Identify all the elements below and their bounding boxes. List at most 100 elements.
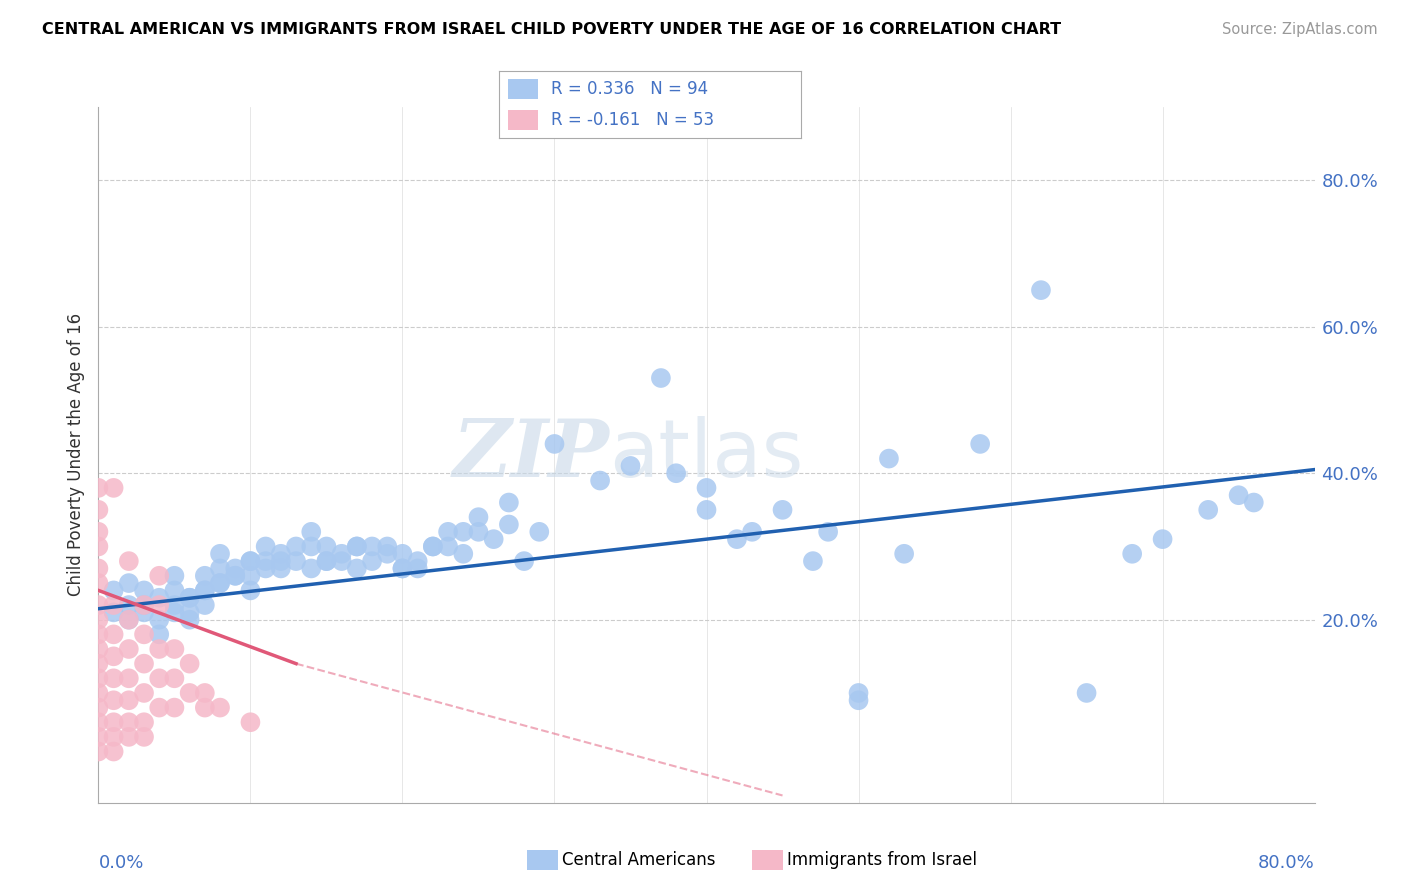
Point — [179, 686, 201, 700]
Point — [346, 561, 368, 575]
Point — [1152, 532, 1174, 546]
Text: Central Americans: Central Americans — [562, 851, 716, 869]
Point — [209, 547, 232, 561]
Point — [132, 657, 155, 671]
Point — [467, 524, 489, 539]
Point — [194, 686, 217, 700]
Point — [361, 554, 384, 568]
Point — [103, 715, 125, 730]
Point — [103, 481, 125, 495]
Point — [148, 613, 170, 627]
Point — [87, 503, 110, 517]
Point — [391, 561, 413, 575]
Point — [148, 700, 170, 714]
Point — [315, 540, 337, 554]
Point — [498, 517, 520, 532]
Point — [877, 451, 900, 466]
Point — [589, 474, 612, 488]
Point — [163, 642, 186, 657]
Point — [163, 583, 186, 598]
Point — [148, 591, 170, 605]
Point — [239, 554, 262, 568]
Point — [772, 503, 794, 517]
Point — [132, 627, 155, 641]
Point — [696, 481, 718, 495]
Point — [1243, 495, 1265, 509]
Point — [482, 532, 505, 546]
Point — [103, 606, 125, 620]
Point — [453, 524, 475, 539]
Point — [194, 583, 217, 598]
Text: R = 0.336   N = 94: R = 0.336 N = 94 — [551, 80, 707, 98]
Point — [87, 613, 110, 627]
Text: R = -0.161   N = 53: R = -0.161 N = 53 — [551, 112, 714, 129]
Bar — [508, 111, 538, 130]
Point — [239, 568, 262, 582]
Point — [239, 554, 262, 568]
Point — [87, 730, 110, 744]
Point — [163, 671, 186, 685]
Point — [1197, 503, 1219, 517]
Point — [118, 554, 141, 568]
Point — [254, 554, 277, 568]
Point — [453, 547, 475, 561]
Point — [179, 613, 201, 627]
Point — [132, 730, 155, 744]
Point — [132, 606, 155, 620]
Point — [330, 554, 353, 568]
Point — [543, 437, 565, 451]
Point — [285, 554, 308, 568]
Point — [1076, 686, 1098, 700]
Point — [437, 524, 460, 539]
Point — [148, 568, 170, 582]
Point — [224, 568, 246, 582]
Point — [118, 642, 141, 657]
Point — [132, 583, 155, 598]
Point — [239, 583, 262, 598]
Point — [103, 693, 125, 707]
Text: 80.0%: 80.0% — [1258, 854, 1315, 872]
Point — [299, 524, 322, 539]
Point — [163, 606, 186, 620]
Bar — [508, 79, 538, 99]
Point — [848, 686, 870, 700]
Point — [254, 540, 277, 554]
Point — [87, 671, 110, 685]
Text: CENTRAL AMERICAN VS IMMIGRANTS FROM ISRAEL CHILD POVERTY UNDER THE AGE OF 16 COR: CENTRAL AMERICAN VS IMMIGRANTS FROM ISRA… — [42, 22, 1062, 37]
Point — [118, 693, 141, 707]
Point — [498, 495, 520, 509]
Point — [209, 700, 232, 714]
Point — [148, 598, 170, 612]
Point — [406, 554, 429, 568]
Point — [118, 730, 141, 744]
Point — [513, 554, 536, 568]
Point — [270, 554, 292, 568]
Point — [194, 598, 217, 612]
Point — [87, 576, 110, 591]
Point — [422, 540, 444, 554]
Point — [103, 627, 125, 641]
Point — [224, 561, 246, 575]
Point — [163, 700, 186, 714]
Point — [194, 700, 217, 714]
Point — [529, 524, 551, 539]
Point — [315, 554, 337, 568]
Point — [87, 700, 110, 714]
Point — [375, 540, 398, 554]
Point — [118, 715, 141, 730]
Point — [87, 540, 110, 554]
Point — [375, 547, 398, 561]
Point — [148, 642, 170, 657]
Point — [285, 540, 308, 554]
Point — [87, 686, 110, 700]
Text: ZIP: ZIP — [453, 417, 609, 493]
Point — [330, 547, 353, 561]
Point — [696, 503, 718, 517]
Point — [270, 561, 292, 575]
Point — [467, 510, 489, 524]
Point — [650, 371, 672, 385]
Point — [209, 576, 232, 591]
Point — [87, 657, 110, 671]
Point — [103, 730, 125, 744]
Text: Source: ZipAtlas.com: Source: ZipAtlas.com — [1222, 22, 1378, 37]
